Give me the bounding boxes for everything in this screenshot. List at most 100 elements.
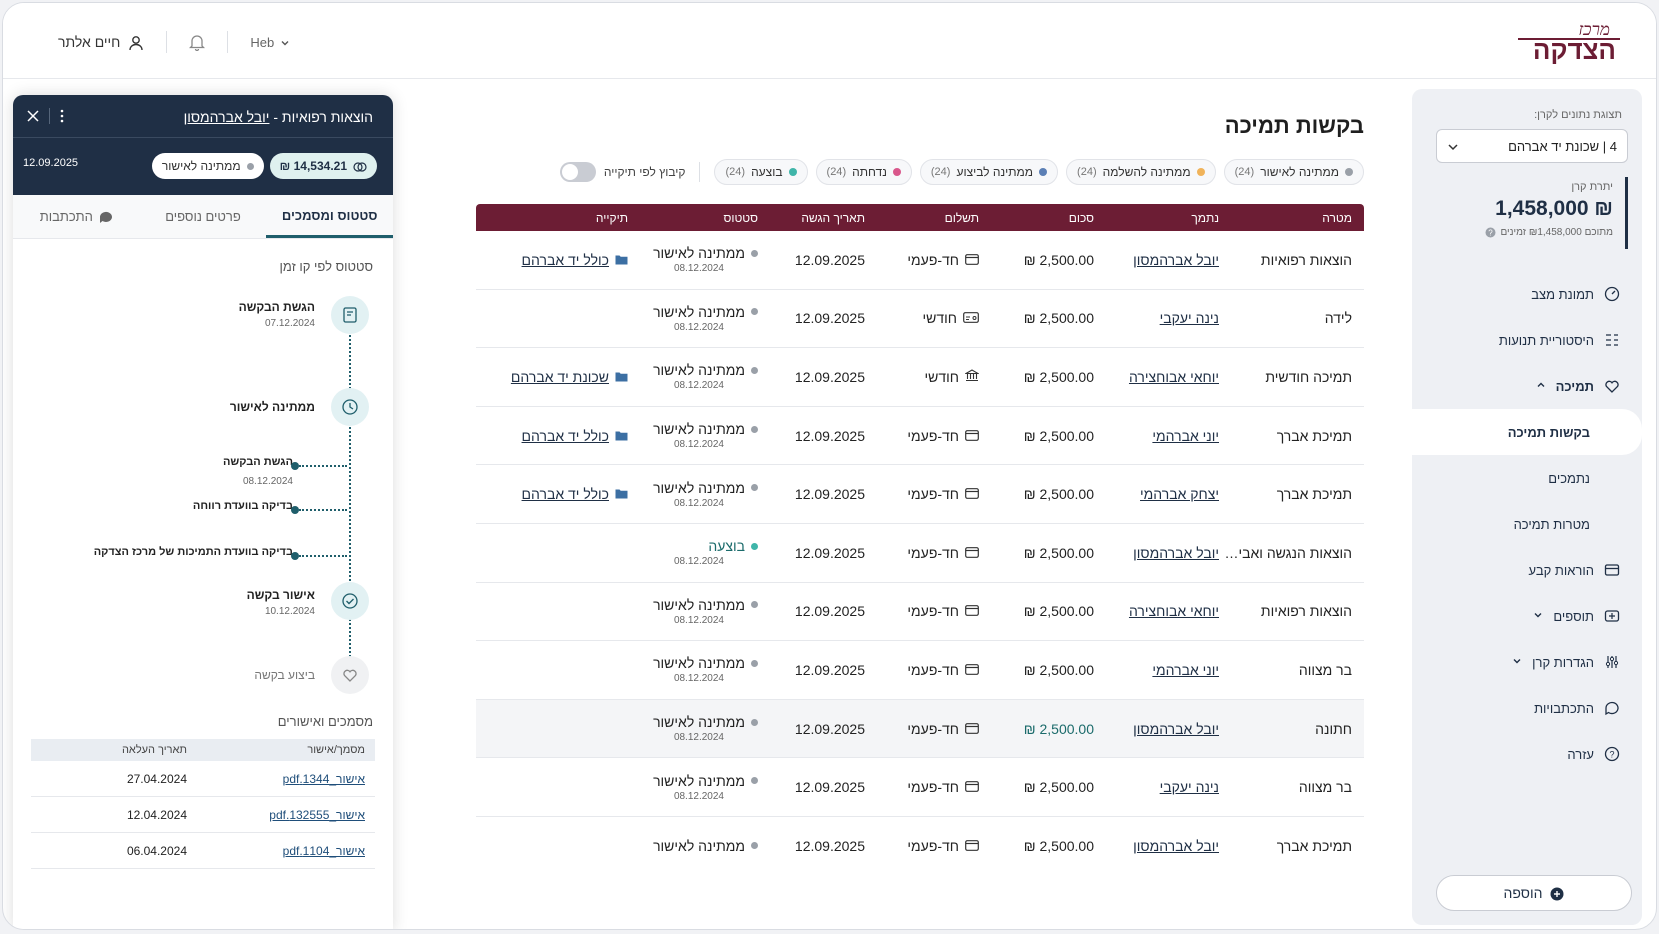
sidebar-item-correspondence[interactable]: התכתבויות xyxy=(1412,685,1642,731)
document-link[interactable]: אישור_1104.pdf xyxy=(282,843,365,858)
sidebar-item-history[interactable]: היסטוריית תנועות xyxy=(1412,317,1642,363)
table-row[interactable]: הוצאות רפואיות יובל אברהמסון 2,500.00 ₪ חד-… xyxy=(476,231,1364,290)
plus-circle-icon xyxy=(1550,885,1564,901)
column-header[interactable]: תשלום xyxy=(944,210,979,225)
filter-chip-label: ממתינה לאישור xyxy=(1260,165,1339,179)
folder-link[interactable]: כולל יד אברהם xyxy=(521,251,609,268)
sidebar-item-support-purposes[interactable]: מטרות תמיכה xyxy=(1412,501,1642,547)
filter-chip-rejected[interactable]: נדחתה (24) xyxy=(815,159,912,185)
balance-label: יתרת קרן xyxy=(1571,181,1613,193)
bell-icon[interactable] xyxy=(189,33,206,52)
group-by-folder: קיבוץ לפי תיקייה xyxy=(559,162,685,182)
column-header[interactable]: נתמך xyxy=(1191,210,1219,225)
filter-chip-pending-approval[interactable]: ממתינה לאישור (24) xyxy=(1223,159,1364,185)
tab-more-details[interactable]: פרטים נוספים xyxy=(140,195,267,238)
cell-date: 12.09.2025 xyxy=(794,603,865,620)
column-header[interactable]: תיקייה xyxy=(595,210,628,225)
folder-link[interactable]: שכונת יד אברהם xyxy=(510,368,609,385)
sidebar-item-fund-settings[interactable]: הגדרות קרן xyxy=(1412,639,1642,685)
language-select[interactable]: Heb xyxy=(250,35,290,50)
document-link[interactable]: אישור_1344.pdf xyxy=(282,771,365,786)
user-menu[interactable]: חיים אלתר xyxy=(58,33,144,50)
sidebar-item-dashboard[interactable]: תמונת מצב xyxy=(1412,271,1642,317)
sidebar-item-support-requests[interactable]: בקשות תמיכה xyxy=(1406,409,1642,455)
table-row[interactable]: תמיכת אברך יצחק אברהמי 2,500.00 ₪ חד-פעמי 12… xyxy=(476,465,1364,524)
table-header: מטרה נתמך סכום תשלום תאריך הגשה סטטוס תי… xyxy=(476,204,1364,231)
filter-chip-pending-completion[interactable]: ממתינה להשלמה (24) xyxy=(1066,159,1216,185)
language-label: Heb xyxy=(250,34,275,50)
status-dot xyxy=(751,777,758,785)
table-row[interactable]: הוצאות הנגשה ואבי… יובל אברהמסון 2,500.00 … xyxy=(476,523,1364,583)
credit-card-icon xyxy=(965,252,979,268)
table-row[interactable]: חתונה יובל אברהמסון 2,500.00 ₪ חד-פעמי 12.09… xyxy=(476,699,1364,759)
group-by-folder-toggle[interactable] xyxy=(559,162,596,182)
status-dot xyxy=(751,542,758,550)
column-header[interactable]: סטטוס xyxy=(723,210,758,225)
recipient-link[interactable]: יובל אברהמסון xyxy=(1133,544,1219,561)
cell-purpose: תמיכת אברך xyxy=(1276,837,1352,854)
drawer-header: הוצאות רפואיות - יובל אברהמסון 14,534.21… xyxy=(13,95,393,195)
sidebar-item-help[interactable]: ? עזרה xyxy=(1412,731,1642,777)
table-row[interactable]: בר מצווה יוני אברהמי 2,500.00 ₪ חד-פעמי 12.0… xyxy=(476,641,1364,700)
chevron-down-icon xyxy=(280,35,290,50)
table-row[interactable]: תמיכת אברך יוני אברהמי 2,500.00 ₪ חד-פעמי 12… xyxy=(476,406,1364,466)
recipient-link[interactable]: נינה יעקבי xyxy=(1159,779,1219,796)
top-bar: חיים אלתר Heb מרכז הצדקה xyxy=(3,3,1656,79)
folder-icon xyxy=(615,369,628,385)
add-button[interactable]: הוספה xyxy=(1436,875,1632,911)
cell-payment: חד-פעמי xyxy=(865,428,979,444)
close-icon[interactable] xyxy=(27,107,39,125)
payment-type: חודשי xyxy=(924,368,959,385)
status-date: 08.12.2024 xyxy=(673,614,724,626)
filter-chip-pending-execution[interactable]: ממתינה לביצוע (24) xyxy=(919,159,1059,185)
request-detail-drawer: הוצאות רפואיות - יובל אברהמסון 14,534.21… xyxy=(13,95,393,929)
status-dot xyxy=(751,718,758,726)
table-row[interactable]: תמיכת אברך יובל אברהמסון 2,500.00 ₪ חד-פעמי… xyxy=(476,816,1364,854)
cell-date: 12.09.2025 xyxy=(794,544,865,561)
cell-amount: 2,500.00 ₪ xyxy=(1023,661,1094,678)
timeline-substep-label: הגשת הבקשה xyxy=(222,456,293,468)
recipient-link[interactable]: יוחאי אבוחצירה xyxy=(1128,603,1219,620)
table-row[interactable]: לידה נינה יעקבי 2,500.00 ₪ חודשי 12.09.2025 מ… xyxy=(476,289,1364,349)
sidebar-item-standing-orders[interactable]: הוראות קבע xyxy=(1412,547,1642,593)
fund-select[interactable]: 4 | שכונת יד אברהם xyxy=(1436,129,1628,163)
recipient-link[interactable]: יוני אברהמי xyxy=(1152,661,1219,678)
recipient-link[interactable]: יצחק אברהמי xyxy=(1140,486,1219,503)
cell-purpose: תמיכת אברך xyxy=(1276,427,1352,444)
tab-status-documents[interactable]: סטטוס ומסמכים xyxy=(266,195,393,238)
status-date: 08.12.2024 xyxy=(673,556,724,568)
more-vertical-icon[interactable] xyxy=(60,107,64,125)
sidebar-item-support[interactable]: תמיכה xyxy=(1412,363,1642,409)
tab-correspondence[interactable]: התכתבות xyxy=(13,195,140,238)
recipient-link[interactable]: יובל אברהמסון xyxy=(1133,251,1219,268)
table-row[interactable]: בר מצווה נינה יעקבי 2,500.00 ₪ חד-פעמי 12.09… xyxy=(476,758,1364,817)
table-row[interactable]: הוצאות רפואיות יוחאי אבוחצירה 2,500.00 ₪ חד… xyxy=(476,582,1364,642)
document-date: 12.04.2024 xyxy=(126,807,187,822)
top-actions: חיים אלתר Heb xyxy=(58,31,290,53)
sidebar-item-addons[interactable]: תוספים xyxy=(1412,593,1642,639)
table-row[interactable]: תמיכה חודשית יוחאי אבוחצירה 2,500.00 ₪ חודש… xyxy=(476,348,1364,407)
drawer-title-recipient-link[interactable]: יובל אברהמסון xyxy=(183,109,270,125)
recipient-link[interactable]: יוני אברהמי xyxy=(1152,427,1219,444)
chat-icon xyxy=(1604,700,1620,716)
recipient-link[interactable]: יובל אברהמסון xyxy=(1133,837,1219,854)
column-header[interactable]: סכום xyxy=(1068,210,1094,225)
folder-link[interactable]: כולל יד אברהם xyxy=(521,427,609,444)
recipient-link[interactable]: יובל אברהמסון xyxy=(1133,720,1219,737)
info-icon[interactable]: ? xyxy=(1485,227,1496,238)
folder-link[interactable]: כולל יד אברהם xyxy=(521,486,609,503)
sidebar-item-label: תמיכה xyxy=(1555,378,1594,394)
document-link[interactable]: אישור_132555.pdf xyxy=(269,807,365,822)
cell-status: ממתינה לאישור xyxy=(628,838,758,854)
filter-chip-completed[interactable]: בוצעה (24) xyxy=(714,159,808,185)
status-label: ממתינה לאישור xyxy=(653,303,745,320)
sidebar-item-recipients[interactable]: נתמכים xyxy=(1412,455,1642,501)
column-header[interactable]: מטרה xyxy=(1322,210,1352,225)
recipient-link[interactable]: נינה יעקבי xyxy=(1159,310,1219,327)
column-header[interactable]: תאריך הגשה xyxy=(801,210,865,225)
recipient-link[interactable]: יוחאי אבוחצירה xyxy=(1128,368,1219,385)
status-dot xyxy=(751,842,758,850)
cell-purpose: חתונה xyxy=(1315,720,1352,737)
card-recurring-icon xyxy=(963,310,979,326)
addons-icon xyxy=(1604,608,1620,624)
